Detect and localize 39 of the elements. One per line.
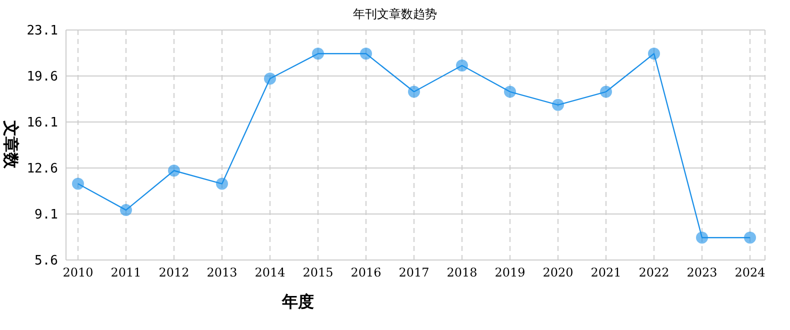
y-tick-label: 23.1 — [26, 24, 58, 39]
point — [600, 86, 612, 98]
point — [360, 48, 372, 60]
chart-title: 年刊文章数趋势 — [352, 6, 438, 23]
x-tick-label: 2015 — [302, 266, 334, 280]
y-tick-label: 5.6 — [34, 254, 58, 269]
x-tick-label: 2016 — [350, 266, 382, 280]
y-axis-title: 文章数 — [0, 120, 20, 170]
point — [312, 48, 324, 60]
x-tick-label: 2021 — [590, 266, 622, 280]
point — [744, 232, 756, 244]
x-tick-label: 2013 — [206, 266, 238, 280]
x-tick-label: 2012 — [158, 266, 190, 280]
x-tick-label: 2018 — [446, 266, 478, 280]
point — [216, 178, 228, 190]
point — [168, 164, 180, 177]
x-tick-label: 2011 — [110, 266, 142, 280]
x-tick-label: 2020 — [542, 266, 574, 280]
point — [120, 204, 132, 216]
point — [504, 86, 516, 98]
x-tick-label: 2017 — [398, 266, 430, 280]
x-tick-label: 2010 — [62, 266, 94, 280]
y-tick-label: 19.6 — [26, 70, 58, 85]
x-tick-label: 2014 — [254, 266, 286, 280]
point — [408, 86, 420, 98]
x-tick-label: 2022 — [638, 266, 670, 280]
y-tick-label: 16.1 — [26, 116, 58, 131]
y-tick-label: 9.1 — [34, 208, 58, 223]
y-tick-label: 12.6 — [26, 162, 58, 177]
point — [456, 59, 468, 72]
x-axis-title: 年度 — [280, 292, 315, 313]
x-tick-label: 2024 — [734, 266, 766, 280]
point — [648, 48, 660, 60]
x-tick-label: 2019 — [494, 266, 526, 280]
point — [72, 178, 84, 190]
point — [552, 98, 564, 111]
point — [696, 232, 708, 244]
x-tick-label: 2023 — [686, 266, 718, 280]
point — [264, 72, 276, 85]
